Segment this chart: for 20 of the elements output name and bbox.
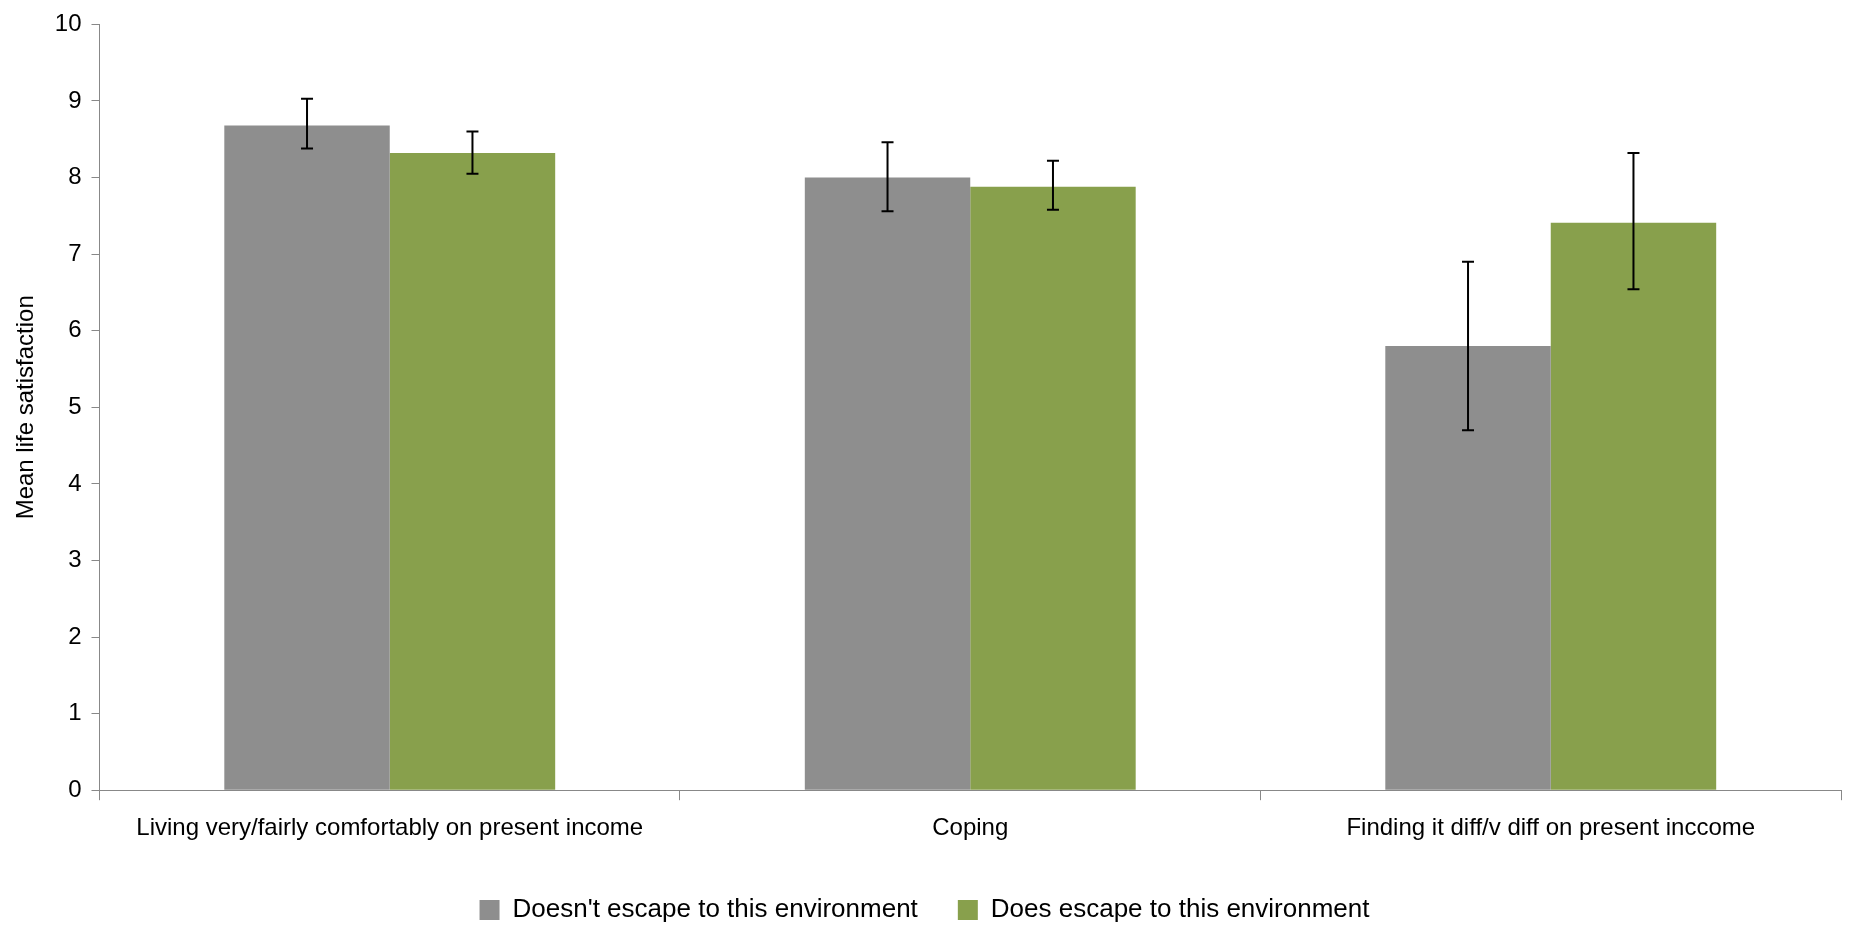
y-tick-label: 3	[68, 545, 82, 573]
bar	[389, 153, 556, 790]
y-tick-label: 7	[68, 238, 82, 266]
legend-label: Does escape to this environment	[990, 893, 1371, 924]
y-tick-label: 1	[68, 698, 82, 726]
y-tick-label: 9	[68, 85, 82, 113]
x-tick-label: Living very/fairly comfortably on present income	[136, 813, 644, 841]
bar	[970, 186, 1136, 790]
bar	[1550, 222, 1717, 790]
y-tick-label: 6	[68, 315, 82, 343]
x-tick-label: Finding it diff/v diff on present inccome	[1346, 813, 1756, 841]
y-tick-label: 0	[68, 774, 82, 802]
y-tick-label: 4	[68, 468, 82, 496]
y-tick-label: 10	[54, 9, 82, 37]
y-tick-label: 5	[68, 391, 82, 419]
legend-label: Doesn't escape to this environment	[512, 893, 919, 924]
x-tick-label: Coping	[932, 813, 1009, 841]
y-axis-title: Mean life satisfaction	[11, 295, 39, 520]
y-tick-label: 8	[68, 162, 82, 190]
y-tick-label: 2	[68, 621, 82, 649]
